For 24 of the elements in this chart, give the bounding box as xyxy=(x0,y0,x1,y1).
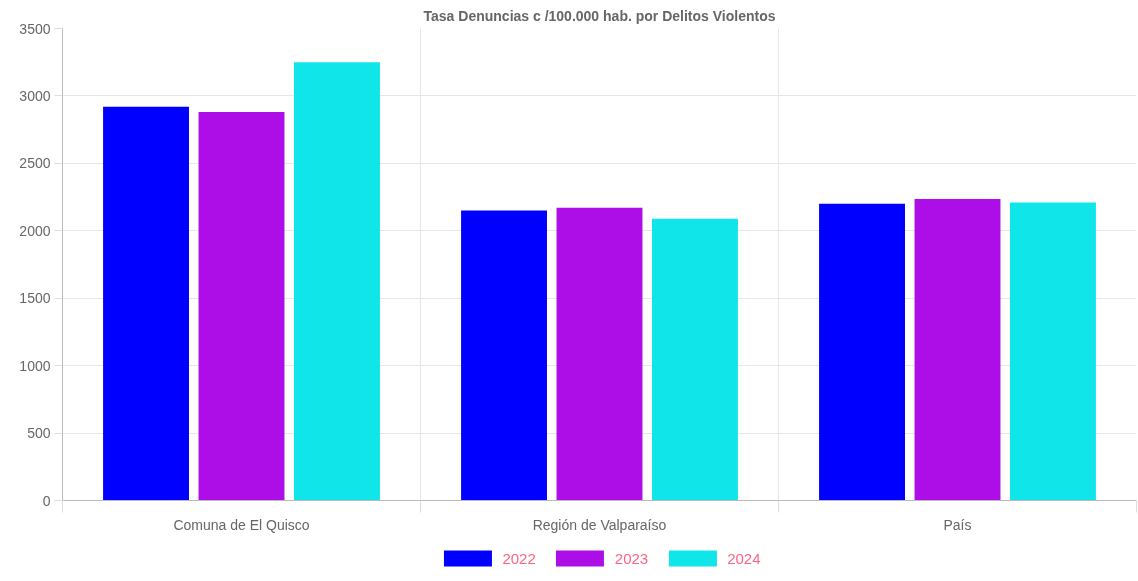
bar xyxy=(198,112,285,501)
bar xyxy=(1010,202,1096,501)
bar xyxy=(103,106,189,501)
bar xyxy=(819,203,905,501)
bar xyxy=(461,210,547,501)
legend-label: 2022 xyxy=(502,549,536,567)
chart-title: Tasa Denuncias c /100.000 hab. por Delitos Violentos xyxy=(423,7,776,24)
bar xyxy=(556,207,643,501)
legend-label: 2023 xyxy=(614,549,649,567)
y-tick-label: 0 xyxy=(42,492,51,509)
y-tick-label: 2500 xyxy=(19,155,51,172)
y-tick-label: 3000 xyxy=(19,87,51,104)
y-tick-label: 2000 xyxy=(19,222,51,239)
y-tick-label: 1000 xyxy=(19,357,51,374)
x-tick-label: País xyxy=(943,516,972,533)
x-tick-label: Región de Valparaíso xyxy=(532,516,667,533)
bar xyxy=(294,62,380,501)
x-tick-label: Comuna de El Quisco xyxy=(173,516,310,533)
bar xyxy=(652,218,738,501)
y-tick-label: 3500 xyxy=(19,20,51,37)
legend-label: 2024 xyxy=(727,549,761,567)
y-tick-label: 1500 xyxy=(19,290,51,307)
bar xyxy=(914,199,1001,501)
y-tick-label: 500 xyxy=(27,425,51,442)
